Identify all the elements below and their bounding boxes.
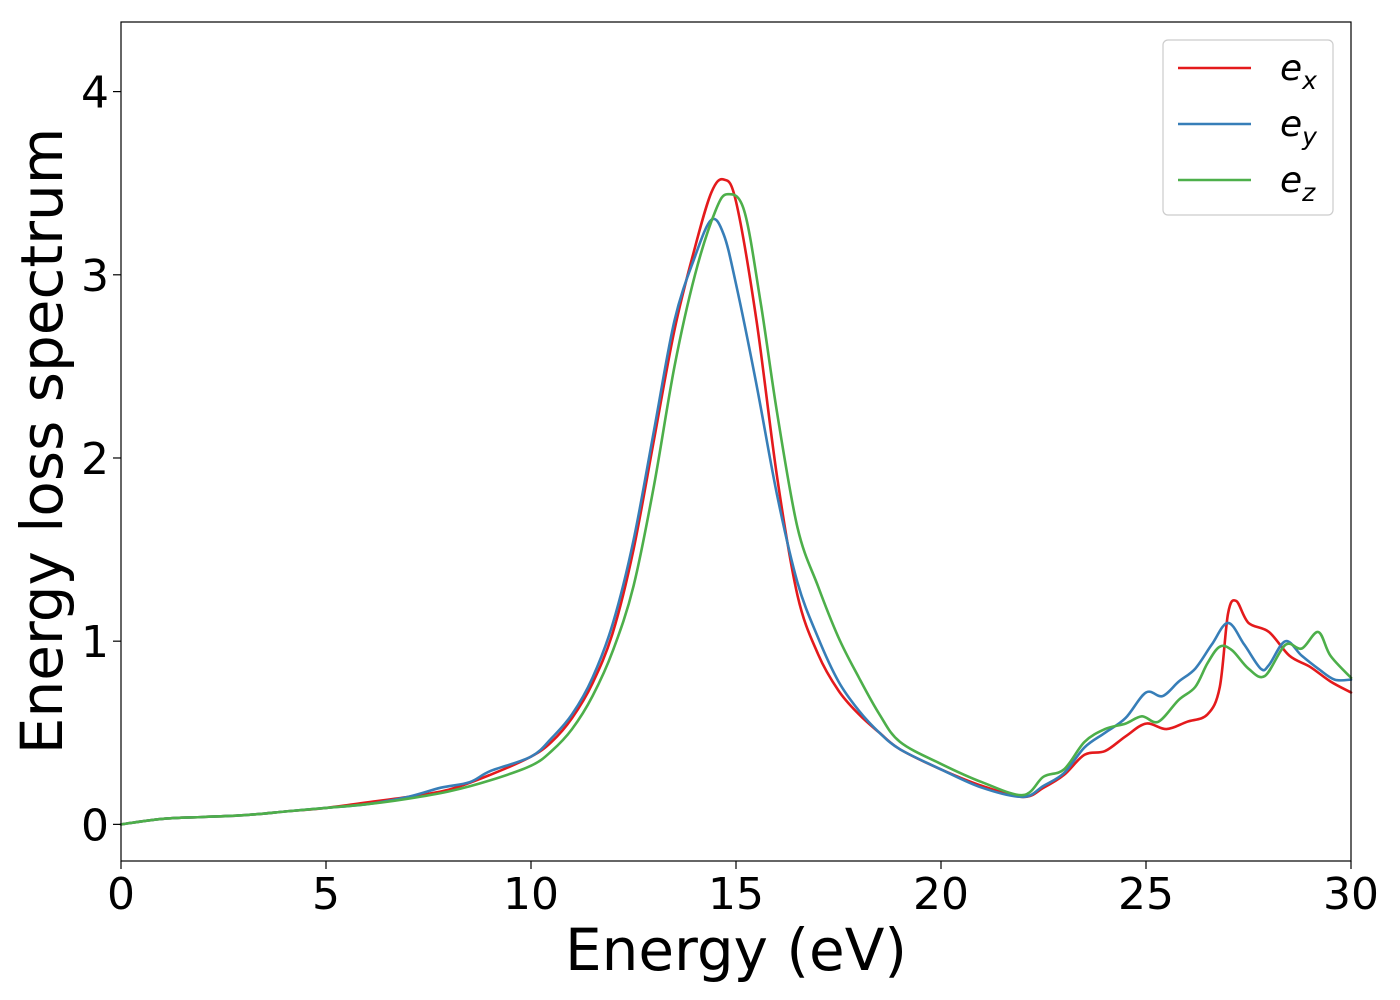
x-tick-label: 10 <box>503 869 559 920</box>
series-line-ez <box>119 192 1353 826</box>
x-tick-label: 20 <box>913 869 969 920</box>
x-axis-label: Energy (eV) <box>565 916 907 984</box>
x-axis: 0 5 10 15 20 25 30 <box>107 861 1379 920</box>
legend-label-ex: ex <box>1280 48 1317 95</box>
y-axis-label: Energy loss spectrum <box>8 128 76 754</box>
legend-items: ex ey ez <box>1178 48 1318 207</box>
x-tick-label: 0 <box>107 869 135 920</box>
series-layer <box>119 177 1353 826</box>
legend-frame <box>1162 39 1334 216</box>
x-tick-label: 25 <box>1118 869 1174 920</box>
x-tick-label: 30 <box>1323 869 1379 920</box>
series-line-ex <box>119 177 1353 826</box>
legend: ex ey ez <box>1162 39 1334 216</box>
x-tick-label: 15 <box>708 869 764 920</box>
y-tick-label: 0 <box>81 800 109 851</box>
y-tick-label: 3 <box>81 251 109 302</box>
legend-label-ez: ez <box>1280 160 1316 207</box>
y-tick-label: 1 <box>81 617 109 668</box>
y-axis: 0 1 2 3 4 <box>81 68 121 851</box>
y-tick-label: 2 <box>81 434 109 485</box>
y-tick-label: 4 <box>81 68 109 119</box>
legend-label-ey: ey <box>1280 104 1318 151</box>
x-tick-label: 5 <box>312 869 340 920</box>
series-line-ey <box>119 217 1353 826</box>
